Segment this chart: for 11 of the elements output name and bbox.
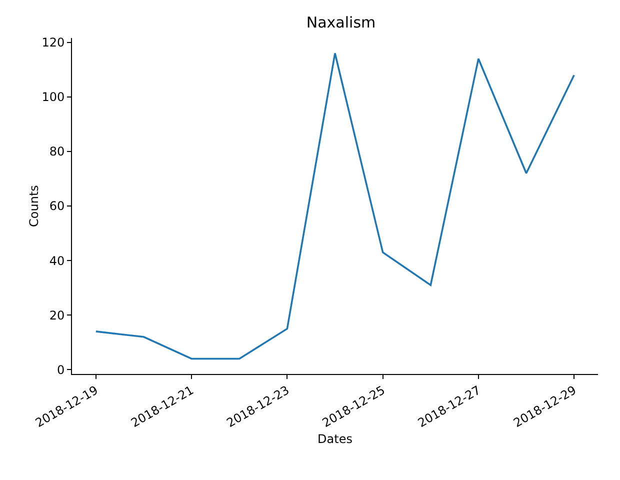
y-tick-label: 20: [49, 308, 65, 322]
y-tick-label: 80: [49, 144, 65, 159]
x-axis-title: Dates: [318, 432, 352, 446]
y-tick-label: 100: [42, 90, 65, 104]
y-tick-label: 0: [56, 362, 65, 377]
y-tick-label: 60: [49, 199, 65, 214]
y-tick-label: 40: [49, 254, 65, 268]
y-axis-title: Counts: [27, 185, 41, 227]
line-series: [95, 52, 575, 360]
chart-title: Naxalism: [306, 13, 376, 32]
y-tick-label: 120: [42, 36, 65, 50]
